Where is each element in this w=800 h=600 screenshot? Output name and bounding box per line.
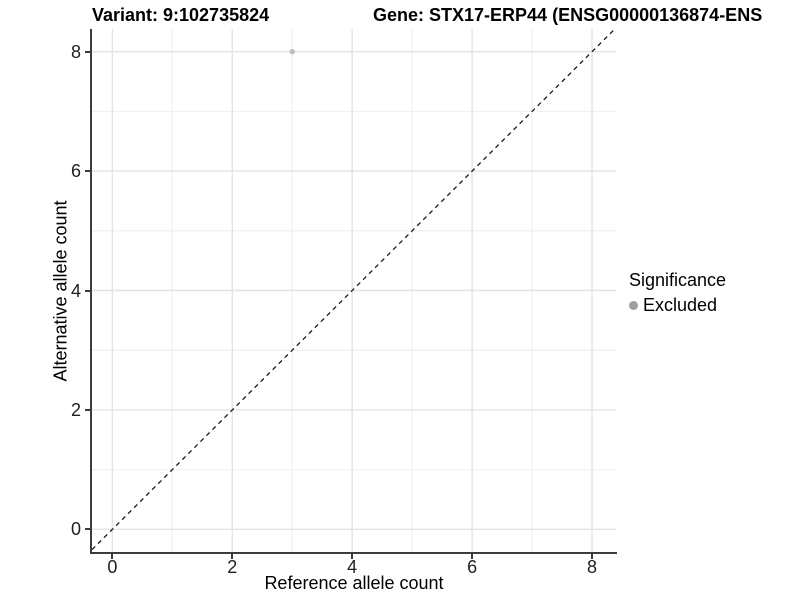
x-tick-mark: [591, 554, 594, 559]
legend: Significance Excluded: [629, 268, 726, 316]
identity-reference-line: [92, 29, 616, 551]
y-tick-label: 4: [70, 280, 81, 301]
x-tick-label: 0: [107, 557, 118, 577]
x-tick-label: 2: [227, 557, 238, 577]
y-tick-label: 6: [70, 161, 81, 182]
x-axis-line: [90, 552, 617, 554]
x-tick-mark: [351, 554, 354, 559]
y-axis-title: Alternative allele count: [50, 200, 71, 382]
legend-item-excluded: Excluded: [629, 295, 726, 316]
data-point: [289, 48, 296, 55]
y-tick-mark: [85, 289, 90, 292]
x-tick-mark: [111, 554, 114, 559]
plot-title-variant: Variant: 9:102735824: [92, 5, 270, 25]
x-tick-label: 4: [347, 557, 358, 577]
y-axis-line: [90, 29, 92, 554]
chart-area: [92, 29, 616, 552]
plot-panel: [92, 29, 616, 552]
y-tick-mark: [85, 408, 90, 411]
y-tick-mark: [85, 528, 90, 531]
y-tick-label: 0: [70, 519, 81, 540]
x-tick-mark: [231, 554, 234, 559]
legend-item-label: Excluded: [643, 295, 718, 315]
x-axis-title: Reference allele count: [264, 573, 444, 593]
x-tick-label: 6: [467, 557, 478, 577]
x-tick-mark: [471, 554, 474, 559]
y-tick-label: 2: [70, 399, 81, 420]
y-tick-mark: [85, 50, 90, 53]
plot-title-gene: Gene: STX17-ERP44 (ENSG00000136874-ENS: [373, 5, 763, 25]
y-tick-mark: [85, 170, 90, 173]
y-tick-label: 8: [70, 41, 81, 62]
x-tick-label: 8: [587, 557, 598, 577]
legend-dot-icon: [629, 301, 638, 310]
legend-title: Significance: [629, 270, 727, 290]
